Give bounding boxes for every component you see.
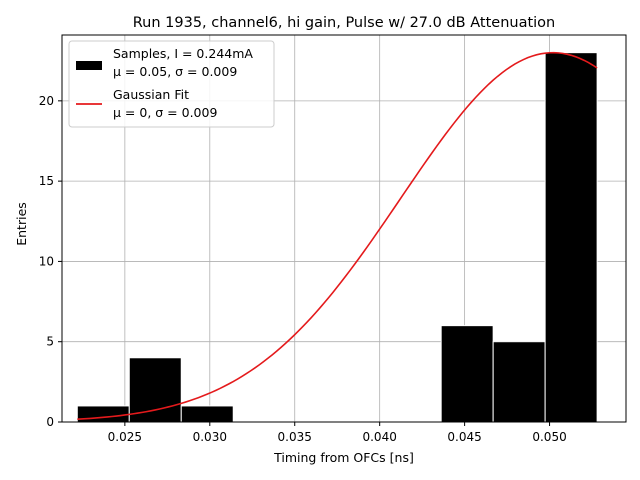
x-tick-label: 0.050 (532, 430, 566, 444)
legend-histogram-stats: μ = 0.05, σ = 0.009 (113, 64, 237, 79)
legend-box (68, 40, 275, 128)
histogram-bar (76, 405, 130, 423)
legend-fit-label: Gaussian Fit (113, 87, 189, 102)
legend-fit-stats: μ = 0, σ = 0.009 (113, 105, 217, 120)
x-tick-label: 0.030 (193, 430, 227, 444)
y-axis-ticks: 0 5 10 15 20 (39, 94, 62, 429)
x-tick-label: 0.035 (278, 430, 312, 444)
histogram-bar (492, 341, 546, 423)
histogram-bar (440, 325, 494, 423)
legend-histogram-label: Samples, I = 0.244mA (113, 46, 253, 61)
grid (62, 35, 626, 423)
y-tick-label: 0 (46, 415, 54, 429)
histogram-bar (180, 405, 234, 423)
histogram-bars (76, 52, 598, 423)
histogram-bar (544, 52, 598, 423)
y-axis-label: Entries (14, 202, 29, 246)
chart-title: Run 1935, channel6, hi gain, Pulse w/ 27… (133, 15, 556, 31)
legend-histogram-swatch (76, 61, 102, 70)
y-tick-label: 20 (39, 94, 54, 108)
x-tick-label: 0.040 (362, 430, 396, 444)
legend: Samples, I = 0.244mA μ = 0.05, σ = 0.009… (68, 40, 275, 128)
gaussian-fit-line (77, 51, 598, 421)
y-tick-label: 10 (39, 254, 54, 268)
x-tick-label: 0.045 (447, 430, 481, 444)
y-tick-label: 15 (39, 174, 54, 188)
x-tick-label: 0.025 (108, 430, 142, 444)
histogram-bar (128, 357, 182, 423)
y-tick-label: 5 (46, 335, 54, 349)
x-axis-ticks: 0.025 0.030 0.035 0.040 0.045 0.050 (108, 422, 567, 444)
plot-frame (61, 34, 627, 423)
x-axis-label: Timing from OFCs [ns] (273, 450, 414, 465)
